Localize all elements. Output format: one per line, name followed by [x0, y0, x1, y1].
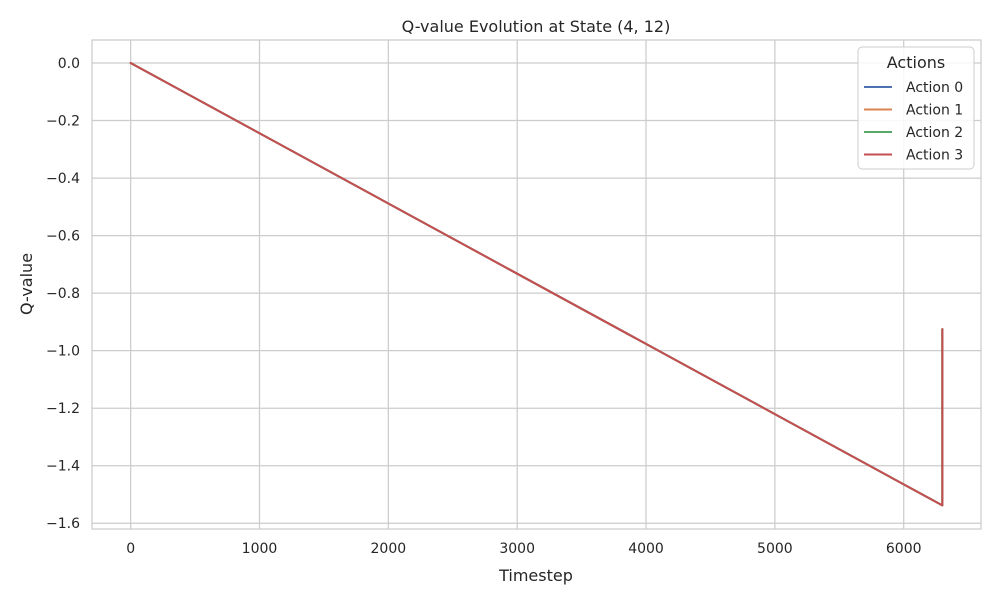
legend-items: Action 0 Action 1 Action 2 Action 3	[864, 80, 963, 164]
x-tick-label: 4000	[628, 541, 664, 557]
y-tick-label: −0.6	[46, 229, 80, 245]
x-tick-label: 5000	[757, 541, 793, 557]
x-tick-label: 2000	[371, 541, 407, 557]
y-tick-label: −0.4	[46, 171, 80, 187]
plot-frame	[91, 39, 982, 530]
legend-label: Action 0	[906, 80, 963, 96]
legend-label: Action 3	[906, 148, 963, 164]
y-tick-label: −1.4	[46, 459, 80, 475]
y-tick-label: −1.0	[46, 344, 80, 360]
chart-title: Q-value Evolution at State (4, 12)	[402, 17, 671, 36]
x-tick-label: 0	[126, 541, 135, 557]
grid	[92, 40, 981, 529]
x-axis-label: Timestep	[498, 566, 573, 585]
y-tick-label: −0.2	[46, 114, 80, 130]
y-tick-label: −1.2	[46, 401, 80, 417]
legend-label: Action 1	[906, 103, 963, 119]
x-tick-label: 6000	[886, 541, 922, 557]
y-axis-label: Q-value	[17, 253, 36, 315]
x-axis-ticks: 0 1000 2000 3000 4000 5000 6000	[126, 541, 921, 557]
y-tick-label: −1.6	[46, 516, 80, 532]
y-tick-label: −0.8	[46, 286, 80, 302]
legend-title: Actions	[887, 53, 945, 72]
legend-box	[857, 46, 975, 170]
x-tick-label: 3000	[499, 541, 535, 557]
series-line-action-3	[129, 62, 944, 507]
series-lines	[129, 62, 944, 507]
legend-label: Action 2	[906, 125, 963, 141]
legend: Actions Action 0 Action 1 Action 2 Action 3	[857, 46, 975, 170]
x-tick-label: 1000	[242, 541, 278, 557]
y-axis-ticks: 0.0 −0.2 −0.4 −0.6 −0.8 −1.0 −1.2 −1.4 −1.6	[46, 56, 80, 532]
y-tick-label: 0.0	[58, 56, 80, 72]
